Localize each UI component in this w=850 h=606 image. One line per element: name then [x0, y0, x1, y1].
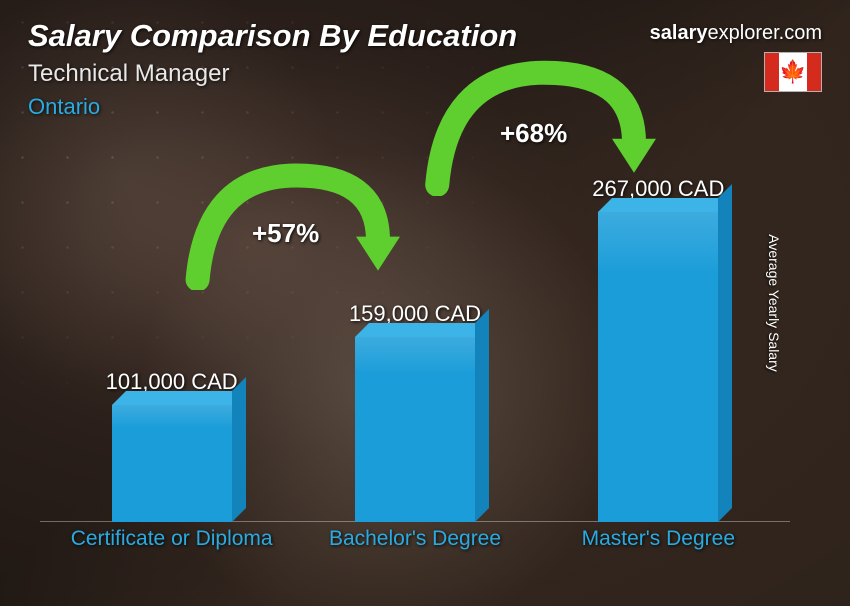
bar-side — [232, 377, 246, 522]
x-axis-label: Bachelor's Degree — [293, 526, 536, 582]
brand-label: salaryexplorer.com — [650, 22, 822, 45]
bar-front — [355, 337, 475, 522]
flag-mid: 🍁 — [779, 53, 807, 91]
bar — [598, 212, 718, 522]
increase-percent: +57% — [252, 218, 319, 249]
bar-group: 159,000 CAD — [293, 301, 536, 522]
x-labels: Certificate or DiplomaBachelor's DegreeM… — [50, 526, 780, 582]
brand-rest: explorer.com — [708, 22, 823, 44]
bar-top — [355, 323, 489, 337]
bar — [112, 405, 232, 522]
chart-region: Ontario — [28, 94, 517, 120]
bar — [355, 337, 475, 522]
bar-group: 101,000 CAD — [50, 369, 293, 522]
x-axis-label: Certificate or Diploma — [50, 526, 293, 582]
bar-chart: 101,000 CAD159,000 CAD267,000 CAD Certif… — [50, 150, 780, 582]
title-block: Salary Comparison By Education Technical… — [28, 18, 517, 120]
bar-group: 267,000 CAD — [537, 176, 780, 522]
x-axis-label: Master's Degree — [537, 526, 780, 582]
bar-top — [112, 391, 246, 405]
maple-leaf-icon: 🍁 — [779, 61, 806, 83]
chart-subtitle: Technical Manager — [28, 60, 517, 88]
increase-percent: +68% — [500, 118, 567, 149]
bar-top — [598, 198, 732, 212]
chart-title: Salary Comparison By Education — [28, 18, 517, 54]
bar-side — [475, 309, 489, 522]
bar-side — [718, 184, 732, 522]
bars-container: 101,000 CAD159,000 CAD267,000 CAD — [50, 150, 780, 522]
flag-left-band — [765, 53, 779, 91]
brand-bold: salary — [650, 22, 708, 44]
flag-canada: 🍁 — [764, 52, 822, 92]
flag-right-band — [807, 53, 821, 91]
bar-front — [598, 212, 718, 522]
bar-front — [112, 405, 232, 522]
